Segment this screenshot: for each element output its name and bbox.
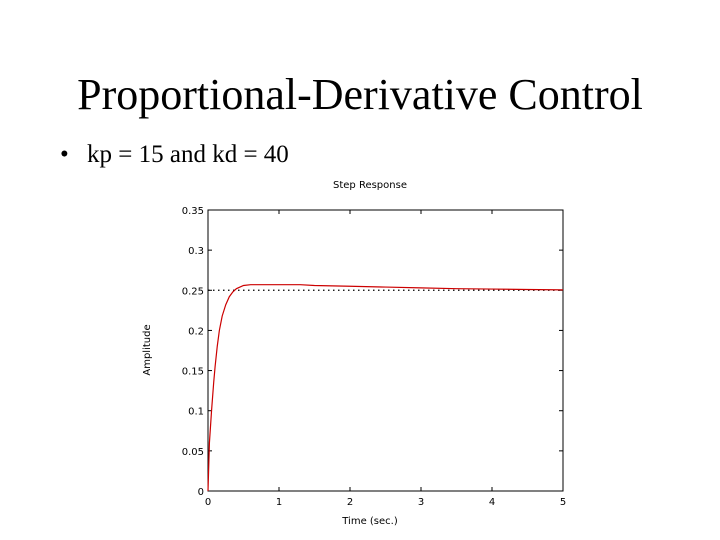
x-tick-label: 5 (560, 497, 566, 508)
plot-frame (207, 209, 564, 492)
x-tick-label: 2 (347, 497, 353, 508)
series-line (207, 284, 564, 492)
y-tick-label: 0.15 (182, 367, 204, 378)
y-axis-ticks: 0 0.05 0.1 0.15 0.2 0.25 0.3 0.35 (182, 206, 563, 498)
y-axis-label: Amplitude (142, 324, 153, 375)
y-tick-label: 0.25 (182, 286, 204, 297)
x-tick-label: 0 (205, 497, 211, 508)
plot-area (207, 209, 564, 492)
y-tick-label: 0.1 (188, 407, 204, 418)
y-tick-label: 0.2 (188, 326, 204, 337)
y-tick-label: 0.3 (188, 246, 204, 257)
x-axis-ticks: 0 1 2 3 4 5 (205, 210, 566, 508)
y-tick-label: 0 (198, 487, 204, 498)
y-tick-label: 0.35 (182, 206, 204, 217)
x-axis-label: Time (sec.) (341, 516, 398, 527)
x-tick-label: 1 (276, 497, 282, 508)
slide-title: Proportional-Derivative Control (77, 70, 643, 119)
y-tick-label: 0.05 (182, 447, 204, 458)
bullet-text: kp = 15 and kd = 40 (87, 141, 289, 168)
bullet-dot: • (60, 141, 69, 168)
chart-title: Step Response (333, 180, 407, 191)
x-tick-label: 4 (489, 497, 495, 508)
x-tick-label: 3 (418, 497, 424, 508)
bullet-item: • kp = 15 and kd = 40 (60, 138, 289, 172)
